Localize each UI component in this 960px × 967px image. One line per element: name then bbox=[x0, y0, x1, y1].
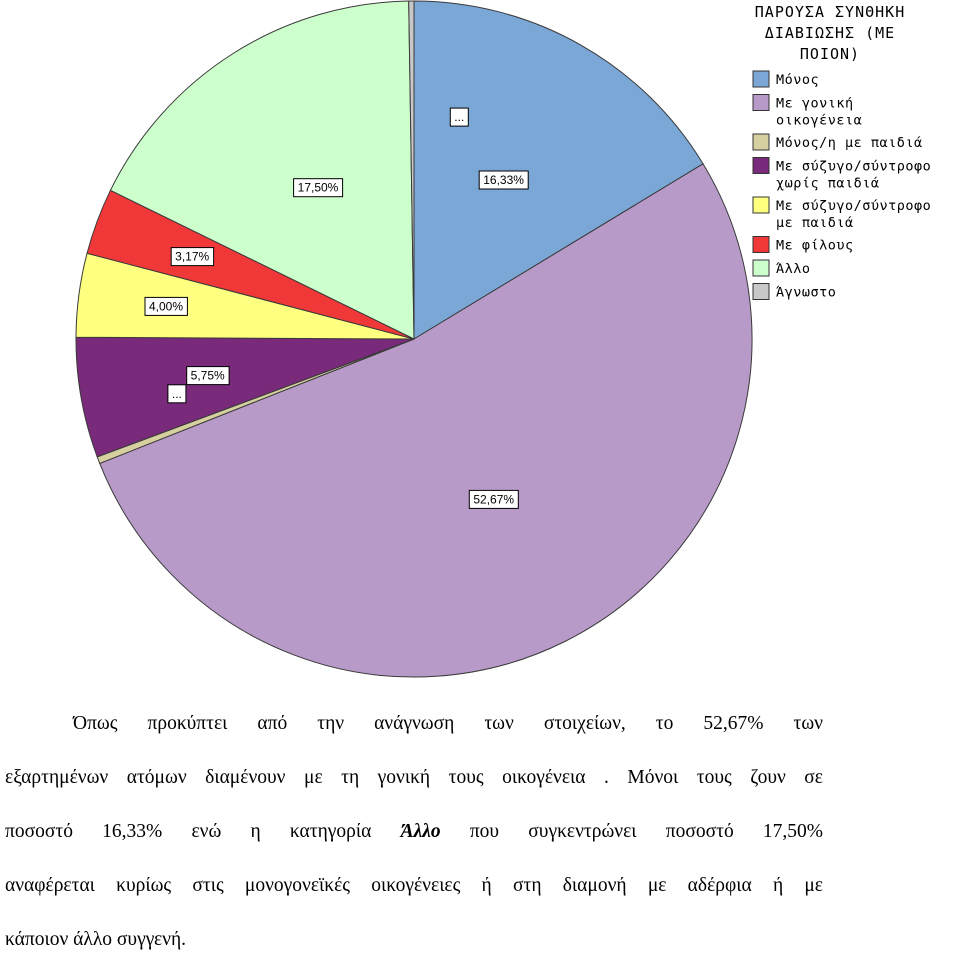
data-label-3: 5,75% bbox=[186, 366, 230, 386]
data-label-text-2: ... bbox=[172, 387, 182, 401]
data-label-box-7 bbox=[449, 107, 469, 127]
body-paragraph: Όπως προκύπτει από την ανάγνωση των στοι… bbox=[5, 697, 823, 967]
data-label-box-4 bbox=[144, 296, 188, 316]
legend-label-5-0: Με φίλους bbox=[776, 238, 854, 254]
data-label-text-6: 17,50% bbox=[298, 181, 339, 195]
data-label-text-3: 5,75% bbox=[191, 369, 225, 383]
legend-label-4-1: με παιδιά bbox=[776, 215, 854, 231]
data-label-box-3 bbox=[186, 366, 230, 386]
legend-label-3-0: Με σύζυγο/σύντροφο bbox=[776, 159, 931, 175]
pie-chart: 16,33%52,67%...5,75%4,00%3,17%17,50%... … bbox=[75, 0, 931, 678]
data-label-text-4: 4,00% bbox=[149, 299, 183, 313]
paragraph-line-3-start: ποσοστό 16,33% ενώ η κατηγορία bbox=[5, 821, 401, 842]
data-label-text-5: 3,17% bbox=[175, 250, 209, 264]
data-label-box-5 bbox=[170, 247, 215, 267]
pie-slice-6 bbox=[109, 0, 415, 340]
paragraph-line-4: αναφέρεται κυρίως στις μονογονεϊκές οικο… bbox=[5, 875, 823, 896]
legend-label-3-1: χωρίς παιδιά bbox=[776, 176, 880, 192]
data-label-box-2 bbox=[167, 384, 187, 404]
data-label-2: ... bbox=[167, 384, 187, 404]
data-label-box-0 bbox=[478, 170, 529, 190]
data-label-text-0: 16,33% bbox=[483, 173, 524, 187]
paragraph-line-3: ποσοστό 16,33% ενώ η κατηγορία Άλλο που … bbox=[5, 805, 823, 859]
data-label-box-1 bbox=[468, 489, 519, 509]
legend-swatch-7 bbox=[752, 283, 770, 300]
legend-swatch-4 bbox=[752, 196, 770, 214]
legend-swatch-1 bbox=[752, 94, 770, 111]
legend-label-1-1: οικογένεια bbox=[776, 113, 862, 129]
legend-title-line-0: ΠΑΡΟΥΣΑ ΣΥΝΘΗΚΗ bbox=[755, 3, 905, 21]
legend-swatch-2 bbox=[752, 133, 770, 151]
legend-label-6-0: Άλλο bbox=[776, 261, 811, 277]
legend-title-line-2: ΠΟΙΟΝ) bbox=[800, 45, 860, 63]
paragraph-line-2: εξαρτημένων ατόμων διαμένουν με τη γονικ… bbox=[5, 767, 823, 788]
pie-slices bbox=[75, 0, 753, 678]
legend-swatch-6 bbox=[752, 259, 770, 277]
legend-swatch-3 bbox=[752, 157, 770, 174]
data-label-1: 52,67% bbox=[468, 489, 519, 509]
pie-slice-1 bbox=[99, 163, 753, 678]
legend: ΠΑΡΟΥΣΑ ΣΥΝΘΗΚΗ ΔΙΑΒΙΩΣΗΣ (ΜΕ ΠΟΙΟΝ) Μόνος Μ… bbox=[752, 3, 931, 301]
paragraph-line-3-end: που συγκεντρώνει ποσοστό 17,50% bbox=[440, 821, 824, 842]
data-label-6: 17,50% bbox=[293, 178, 344, 198]
pie-slice-7 bbox=[408, 0, 415, 340]
pie-slice-0 bbox=[413, 0, 704, 340]
legend-label-0-0: Μόνος bbox=[776, 72, 819, 88]
legend-swatch-5 bbox=[752, 236, 770, 253]
legend-label-2-0: Μόνος/η με παιδιά bbox=[776, 135, 923, 151]
data-label-4: 4,00% bbox=[144, 296, 188, 316]
legend-label-7-0: Άγνωστο bbox=[776, 285, 836, 301]
legend-label-4-0: Με σύζυγο/σύντροφο bbox=[776, 198, 931, 214]
legend-title-line-1: ΔΙΑΒΙΩΣΗΣ (ΜΕ bbox=[765, 24, 895, 42]
category-allo-emphasis: Άλλο bbox=[400, 821, 441, 842]
data-label-7: ... bbox=[449, 107, 469, 127]
data-label-text-1: 52,67% bbox=[473, 492, 514, 506]
paragraph-line-5: κάποιον άλλο συγγενή. bbox=[5, 929, 187, 950]
data-label-5: 3,17% bbox=[170, 247, 215, 267]
legend-swatch-0 bbox=[752, 70, 770, 88]
legend-label-1-0: Με γονική bbox=[776, 96, 854, 112]
data-label-text-7: ... bbox=[454, 110, 464, 124]
data-label-box-6 bbox=[293, 178, 344, 198]
paragraph-line-1: Όπως προκύπτει από την ανάγνωση των στοι… bbox=[73, 713, 823, 734]
data-label-0: 16,33% bbox=[478, 170, 529, 190]
pie-data-labels: 16,33% 52,67%... 5,75% 4,00% 3,17% 17,50%... bbox=[144, 107, 529, 509]
